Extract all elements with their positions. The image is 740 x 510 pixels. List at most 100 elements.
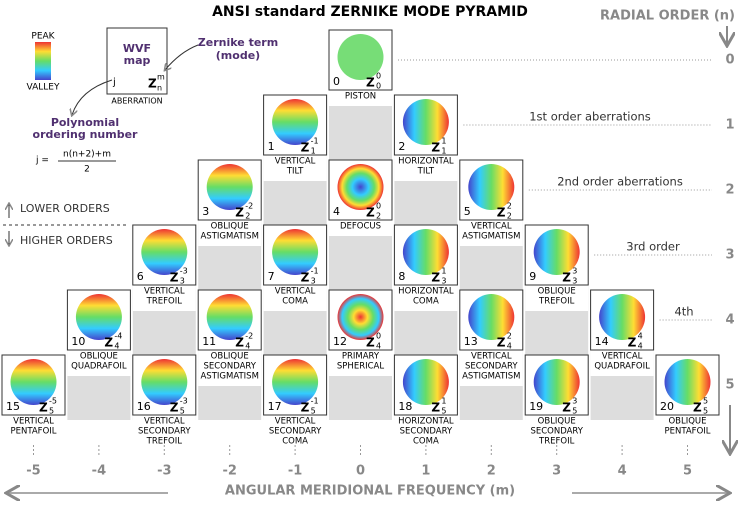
mode-name: TREFOIL [146, 437, 183, 447]
mode-z: Z [235, 336, 244, 350]
radial-title: RADIAL ORDER (n) [600, 9, 735, 24]
mode-name: VERTICAL [144, 287, 185, 297]
mode-name: SPHERICAL [337, 362, 384, 372]
mode-map [664, 359, 711, 405]
mode-index: 17 [268, 400, 282, 413]
label-bg [132, 285, 196, 311]
label-bg [394, 285, 458, 311]
mode-z: Z [431, 271, 440, 285]
label-bg [263, 155, 327, 181]
mode-index: 12 [333, 335, 347, 348]
radial-label: 2 [725, 183, 734, 198]
mode-index: 14 [595, 335, 609, 348]
mode-index: 11 [202, 335, 216, 348]
mode-name: HORIZONTAL [398, 417, 454, 427]
radial-label: 3 [725, 248, 734, 263]
mode-n: 3 [572, 277, 577, 286]
mode-map [206, 294, 253, 340]
mode-name: VERTICAL [144, 417, 185, 427]
mode-map [533, 359, 580, 405]
order-note: 4th [674, 305, 693, 319]
formula-lhs: j = [35, 156, 49, 166]
angular-title: ANGULAR MERIDIONAL FREQUENCY (m) [225, 484, 515, 499]
label-bg [2, 415, 65, 441]
legend-peak: PEAK [31, 32, 55, 42]
mode-n: 4 [507, 342, 512, 351]
order-note: 2nd order aberrations [557, 175, 683, 189]
mode-index: 18 [398, 400, 412, 413]
mode-map [337, 294, 384, 340]
mode-index: 3 [202, 205, 209, 218]
mode-map [468, 294, 515, 340]
mode-n: 3 [441, 277, 446, 286]
label-bg [329, 220, 392, 236]
mode-index: 5 [464, 205, 471, 218]
ordering-arrow [72, 79, 113, 115]
mode-index: 2 [398, 140, 405, 153]
mode-name: VERTICAL [275, 417, 316, 427]
mode-m: -1 [311, 397, 319, 406]
mode-m: 1 [441, 267, 446, 276]
example-sub: n [157, 84, 162, 93]
example-map: map [124, 54, 151, 67]
mode-name: OBLIQUE [211, 222, 249, 232]
mode-map [272, 359, 319, 405]
mode-name: OBLIQUE [538, 287, 576, 297]
mode-index: 4 [333, 205, 340, 218]
mode-n: 2 [507, 212, 512, 221]
formula-num: n(n+2)+m [63, 150, 111, 160]
mode-name: VERTICAL [471, 352, 512, 362]
mode-name: PISTON [345, 92, 376, 102]
mode-name: TREFOIL [538, 297, 575, 307]
example-j: j [112, 77, 116, 88]
mode-z: Z [562, 271, 571, 285]
label-bg [198, 220, 262, 246]
mode-z: Z [431, 141, 440, 155]
mode-index: 6 [137, 270, 144, 283]
label-bg [656, 415, 719, 441]
mode-n: 1 [441, 147, 446, 156]
mode-name: VERTICAL [275, 287, 316, 297]
label-bg [459, 220, 523, 246]
mode-name: PENTAFOIL [664, 427, 710, 437]
radial-label: 0 [725, 53, 734, 68]
mode-map [468, 164, 515, 210]
mode-name: OBLIQUE [80, 352, 118, 362]
mode-name: TREFOIL [538, 437, 575, 447]
mode-map [337, 164, 384, 210]
angular-label: -3 [157, 464, 171, 479]
mode-n: 5 [572, 407, 577, 416]
angular-label: 3 [552, 464, 561, 479]
mode-index: 8 [398, 270, 405, 283]
angular-label: -1 [288, 464, 302, 479]
mode-name: SECONDARY [400, 427, 453, 437]
mode-z: Z [39, 401, 48, 415]
mode-n: 5 [180, 407, 185, 416]
higher-orders: HIGHER ORDERS [20, 234, 113, 247]
ordering-note: Polynomial [51, 116, 119, 129]
angular-label: 2 [487, 464, 496, 479]
mode-name: VERTICAL [13, 417, 54, 427]
mode-index: 1 [268, 140, 275, 153]
radial-label: 1 [725, 118, 734, 133]
mode-n: 2 [376, 212, 381, 221]
mode-z: Z [170, 271, 179, 285]
mode-map [402, 359, 449, 405]
angular-label: -2 [222, 464, 236, 479]
mode-z: Z [562, 401, 571, 415]
angular-label: 1 [421, 464, 430, 479]
mode-m: 1 [441, 137, 446, 146]
mode-z: Z [366, 76, 375, 90]
label-bg [329, 350, 392, 376]
mode-n: 1 [311, 147, 316, 156]
mode-index: 7 [268, 270, 275, 283]
mode-m: -5 [49, 397, 57, 406]
mode-name: SECONDARY [203, 362, 256, 372]
label-bg [329, 90, 392, 106]
mode-map [75, 294, 122, 340]
angular-label: -5 [26, 464, 40, 479]
mode-m: -3 [180, 267, 188, 276]
